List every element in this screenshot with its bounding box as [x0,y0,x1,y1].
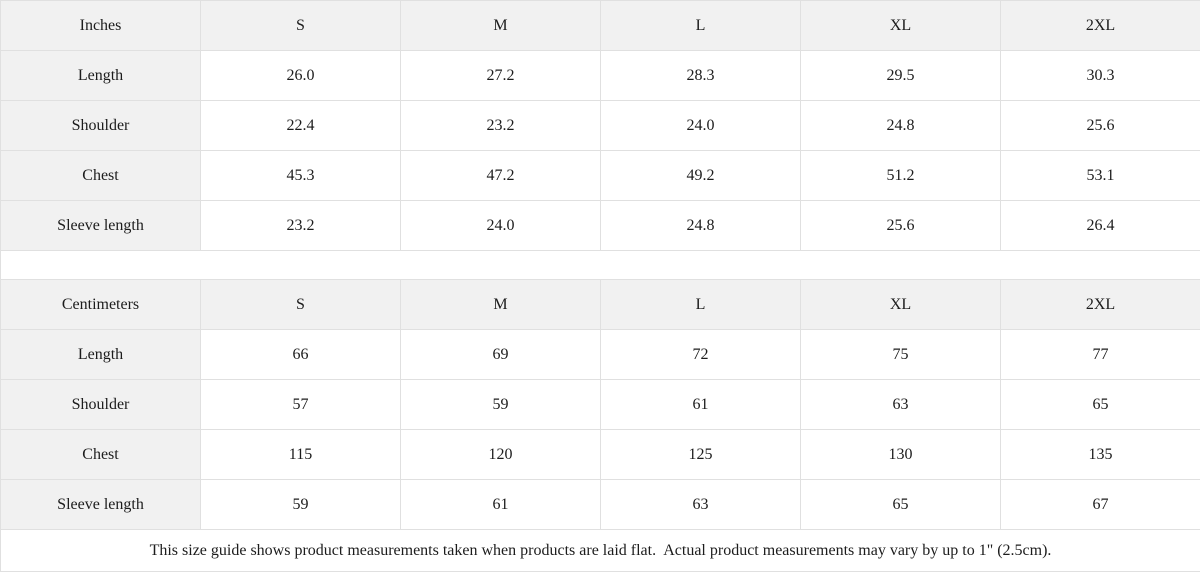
row-label-length: Length [0,50,201,101]
value-cell: 28.3 [600,50,801,101]
value-cell: 65 [800,479,1001,530]
size-header-2xl: 2XL [1000,279,1200,330]
unit-header-inches: Inches [0,0,201,51]
table-row: Shoulder 22.4 23.2 24.0 24.8 25.6 [0,100,1200,151]
value-cell: 25.6 [1000,100,1200,151]
value-cell: 67 [1000,479,1200,530]
value-cell: 63 [600,479,801,530]
size-header-2xl: 2XL [1000,0,1200,51]
value-cell: 22.4 [200,100,401,151]
size-header-l: L [600,279,801,330]
section-spacer-row [0,250,1200,280]
value-cell: 77 [1000,329,1200,380]
value-cell: 24.8 [800,100,1001,151]
value-cell: 49.2 [600,150,801,201]
value-cell: 69 [400,329,601,380]
table-row: Sleeve length 23.2 24.0 24.8 25.6 26.4 [0,200,1200,251]
table-row: Shoulder 57 59 61 63 65 [0,379,1200,430]
value-cell: 135 [1000,429,1200,480]
value-cell: 26.0 [200,50,401,101]
value-cell: 61 [400,479,601,530]
row-label-sleeve-length: Sleeve length [0,200,201,251]
row-label-length: Length [0,329,201,380]
table-row: Sleeve length 59 61 63 65 67 [0,479,1200,530]
value-cell: 27.2 [400,50,601,101]
centimeters-header-row: Centimeters S M L XL 2XL [0,279,1200,330]
value-cell: 29.5 [800,50,1001,101]
row-label-shoulder: Shoulder [0,100,201,151]
value-cell: 45.3 [200,150,401,201]
size-header-xl: XL [800,279,1001,330]
value-cell: 24.0 [400,200,601,251]
size-header-m: M [400,0,601,51]
unit-header-centimeters: Centimeters [0,279,201,330]
table-row: Length 26.0 27.2 28.3 29.5 30.3 [0,50,1200,101]
value-cell: 59 [400,379,601,430]
value-cell: 120 [400,429,601,480]
value-cell: 53.1 [1000,150,1200,201]
value-cell: 61 [600,379,801,430]
size-header-xl: XL [800,0,1001,51]
size-header-s: S [200,279,401,330]
value-cell: 125 [600,429,801,480]
value-cell: 51.2 [800,150,1001,201]
value-cell: 63 [800,379,1001,430]
value-cell: 65 [1000,379,1200,430]
footer-note-row: This size guide shows product measuremen… [0,529,1200,572]
section-spacer-cell [0,250,1200,280]
inches-header-row: Inches S M L XL 2XL [0,0,1200,51]
value-cell: 72 [600,329,801,380]
value-cell: 30.3 [1000,50,1200,101]
row-label-sleeve-length: Sleeve length [0,479,201,530]
row-label-chest: Chest [0,429,201,480]
value-cell: 23.2 [200,200,401,251]
value-cell: 24.8 [600,200,801,251]
size-header-s: S [200,0,401,51]
size-header-l: L [600,0,801,51]
value-cell: 25.6 [800,200,1001,251]
value-cell: 57 [200,379,401,430]
value-cell: 59 [200,479,401,530]
row-label-chest: Chest [0,150,201,201]
value-cell: 26.4 [1000,200,1200,251]
value-cell: 23.2 [400,100,601,151]
size-header-m: M [400,279,601,330]
table-row: Chest 115 120 125 130 135 [0,429,1200,480]
value-cell: 130 [800,429,1001,480]
value-cell: 115 [200,429,401,480]
table-row: Length 66 69 72 75 77 [0,329,1200,380]
value-cell: 24.0 [600,100,801,151]
table-row: Chest 45.3 47.2 49.2 51.2 53.1 [0,150,1200,201]
value-cell: 47.2 [400,150,601,201]
footer-note: This size guide shows product measuremen… [0,529,1200,572]
value-cell: 75 [800,329,1001,380]
row-label-shoulder: Shoulder [0,379,201,430]
value-cell: 66 [200,329,401,380]
